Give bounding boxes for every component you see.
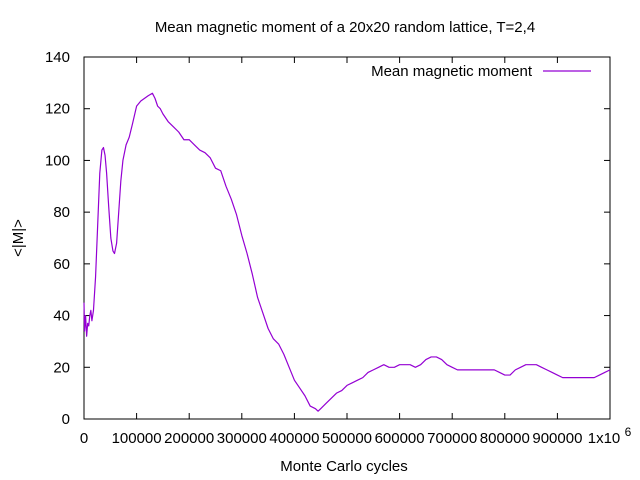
y-axis: 0 20 40 60 80 100 120 140 [45,49,610,428]
x-axis: 0 100000 200000 300000 400000 500000 600000 700… [80,57,632,447]
y-tick-label: 40 [53,308,70,325]
x-tick-label: 600000 [375,430,425,447]
y-tick-label: 80 [53,204,70,221]
x-tick-label: 300000 [217,430,267,447]
x-tick-label: 0 [80,430,88,447]
y-tick-label: 60 [53,256,70,273]
y-axis-label: <|M|> [10,219,27,257]
legend-label: Mean magnetic moment [371,63,533,80]
y-tick-label: 100 [45,152,70,169]
x-tick-label: 200000 [164,430,214,447]
x-tick-label: 800000 [480,430,530,447]
y-tick-label: 120 [45,101,70,118]
x-tick-label: 1x10 [588,430,621,447]
x-tick-exponent: 6 [625,425,632,439]
y-tick-label: 20 [53,359,70,376]
y-tick-label: 140 [45,49,70,66]
x-tick-label: 900000 [532,430,582,447]
chart-title: Mean magnetic moment of a 20x20 random l… [155,19,535,36]
legend: Mean magnetic moment [371,63,591,80]
x-tick-label: 500000 [322,430,372,447]
y-tick-label: 0 [62,411,70,428]
x-tick-label: 700000 [427,430,477,447]
x-tick-label: 400000 [269,430,319,447]
series-line-mean-magnetic-moment [83,92,611,412]
x-tick-label: 100000 [112,430,162,447]
x-axis-label: Monte Carlo cycles [280,458,408,475]
